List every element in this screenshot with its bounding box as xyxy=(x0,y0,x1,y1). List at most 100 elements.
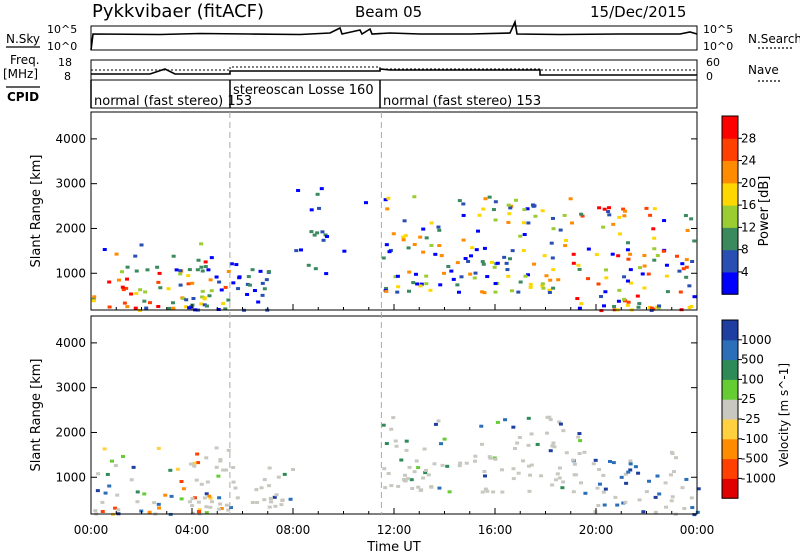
heatmap-cell xyxy=(432,462,437,466)
heatmap-cell xyxy=(511,467,516,471)
heatmap-cell xyxy=(687,306,692,310)
heatmap-cell xyxy=(607,459,612,463)
heatmap-cell xyxy=(544,274,549,278)
heatmap-cell xyxy=(418,235,423,239)
heatmap-cell xyxy=(384,243,389,247)
heatmap-cell xyxy=(652,258,657,262)
heatmap-cell xyxy=(529,432,534,436)
heatmap-cell xyxy=(526,443,531,447)
heatmap-cell xyxy=(572,462,577,466)
heatmap-cell xyxy=(216,307,221,311)
heatmap-cell xyxy=(272,495,277,499)
power-colorbar-label: Power [dB] xyxy=(757,176,772,247)
heatmap-cell xyxy=(252,289,257,293)
heatmap-cell xyxy=(401,238,406,242)
heatmap-cell xyxy=(510,249,515,253)
heatmap-cell xyxy=(692,513,697,517)
heatmap-cell xyxy=(557,420,562,424)
heatmap-cell xyxy=(386,471,391,475)
heatmap-cell xyxy=(406,246,411,250)
heatmap-cell xyxy=(196,461,201,465)
heatmap-cell xyxy=(613,495,618,499)
heatmap-cell xyxy=(511,477,516,481)
heatmap-cell xyxy=(571,252,576,256)
heatmap-cell xyxy=(107,280,112,284)
heatmap-cell xyxy=(268,496,273,500)
heatmap-cell xyxy=(419,282,424,286)
heatmap-cell xyxy=(653,510,658,514)
heatmap-cell xyxy=(523,274,528,278)
heatmap-cell xyxy=(406,477,411,481)
heatmap-cell xyxy=(202,297,207,301)
heatmap-cell xyxy=(134,269,139,273)
heatmap-cell xyxy=(637,498,642,502)
heatmap-cell xyxy=(433,252,438,256)
heatmap-cell xyxy=(235,496,240,500)
heatmap-cell xyxy=(576,263,581,267)
heatmap-cell xyxy=(306,263,311,267)
velocity-plot-frame xyxy=(90,315,698,515)
heatmap-cell xyxy=(414,459,419,463)
heatmap-cell xyxy=(601,473,606,477)
colorbar-tick-label: 25 xyxy=(741,392,756,406)
heatmap-cell xyxy=(190,281,195,285)
heatmap-cell xyxy=(267,466,272,470)
heatmap-cell xyxy=(449,269,454,273)
heatmap-cell xyxy=(571,458,576,462)
heatmap-cell xyxy=(204,511,209,515)
heatmap-cell xyxy=(186,282,191,286)
heatmap-cell xyxy=(299,248,304,252)
heatmap-cell xyxy=(508,257,513,261)
heatmap-cell xyxy=(530,203,535,207)
velocity-colorbar: 1000 500 100 25 -25 -100 -500 -1000 xyxy=(721,319,776,499)
x-tick-label: 04:00 xyxy=(175,523,210,537)
heatmap-cell xyxy=(145,268,150,272)
heatmap-cell xyxy=(152,501,157,505)
heatmap-cell xyxy=(207,294,212,298)
x-axis-label: Time UT xyxy=(366,540,420,554)
colorbar-swatch xyxy=(722,249,738,273)
heatmap-cell xyxy=(445,464,450,468)
heatmap-cell xyxy=(429,485,434,489)
heatmap-cell xyxy=(623,472,628,476)
heatmap-cell xyxy=(135,500,140,504)
heatmap-cell xyxy=(607,206,612,210)
heatmap-cell xyxy=(226,298,231,302)
heatmap-cell xyxy=(192,464,197,468)
heatmap-cell xyxy=(628,468,633,472)
heatmap-cell xyxy=(456,290,461,294)
heatmap-cell xyxy=(578,439,583,443)
heatmap-cell xyxy=(628,252,633,256)
heatmap-cell xyxy=(174,268,179,272)
heatmap-cell xyxy=(437,244,442,248)
colorbar-tick-label: 1000 xyxy=(741,333,772,347)
heatmap-cell xyxy=(563,244,568,248)
heatmap-cell xyxy=(505,268,510,272)
heatmap-cell xyxy=(190,511,195,515)
heatmap-cell xyxy=(197,508,202,512)
heatmap-cell xyxy=(603,290,608,294)
heatmap-cell xyxy=(422,447,427,451)
heatmap-cell xyxy=(258,269,263,273)
heatmap-cell xyxy=(309,230,314,234)
heatmap-cell xyxy=(599,309,604,313)
strip1-left-tick-top: 10^5 xyxy=(47,23,77,36)
heatmap-cell xyxy=(237,275,242,279)
heatmap-cell xyxy=(133,254,138,258)
colorbar-swatch xyxy=(722,205,738,228)
heatmap-cell xyxy=(203,260,208,264)
cpid-segment-3: normal (fast stereo) 153 xyxy=(383,94,541,109)
heatmap-cell xyxy=(208,496,213,500)
heatmap-cell xyxy=(481,262,486,266)
freq-label: Freq. xyxy=(10,53,40,67)
heatmap-cell xyxy=(689,496,694,500)
heatmap-cell xyxy=(680,262,685,266)
heatmap-cell xyxy=(457,464,462,468)
heatmap-cell xyxy=(179,480,184,484)
heatmap-cell xyxy=(421,227,426,231)
heatmap-cell xyxy=(591,462,596,466)
heatmap-cell xyxy=(324,272,329,276)
heatmap-cell xyxy=(317,206,322,210)
heatmap-cell xyxy=(622,214,627,218)
heatmap-cell xyxy=(291,468,296,472)
